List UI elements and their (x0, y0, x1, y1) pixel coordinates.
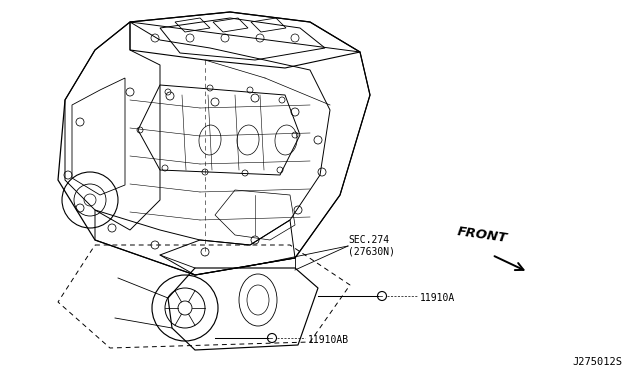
Text: J275012S: J275012S (572, 357, 622, 367)
Text: SEC.274: SEC.274 (348, 235, 389, 245)
Text: FRONT: FRONT (456, 225, 508, 245)
Text: 11910A: 11910A (420, 293, 455, 303)
Text: 11910AB: 11910AB (308, 335, 349, 345)
Text: (27630N): (27630N) (348, 247, 395, 257)
